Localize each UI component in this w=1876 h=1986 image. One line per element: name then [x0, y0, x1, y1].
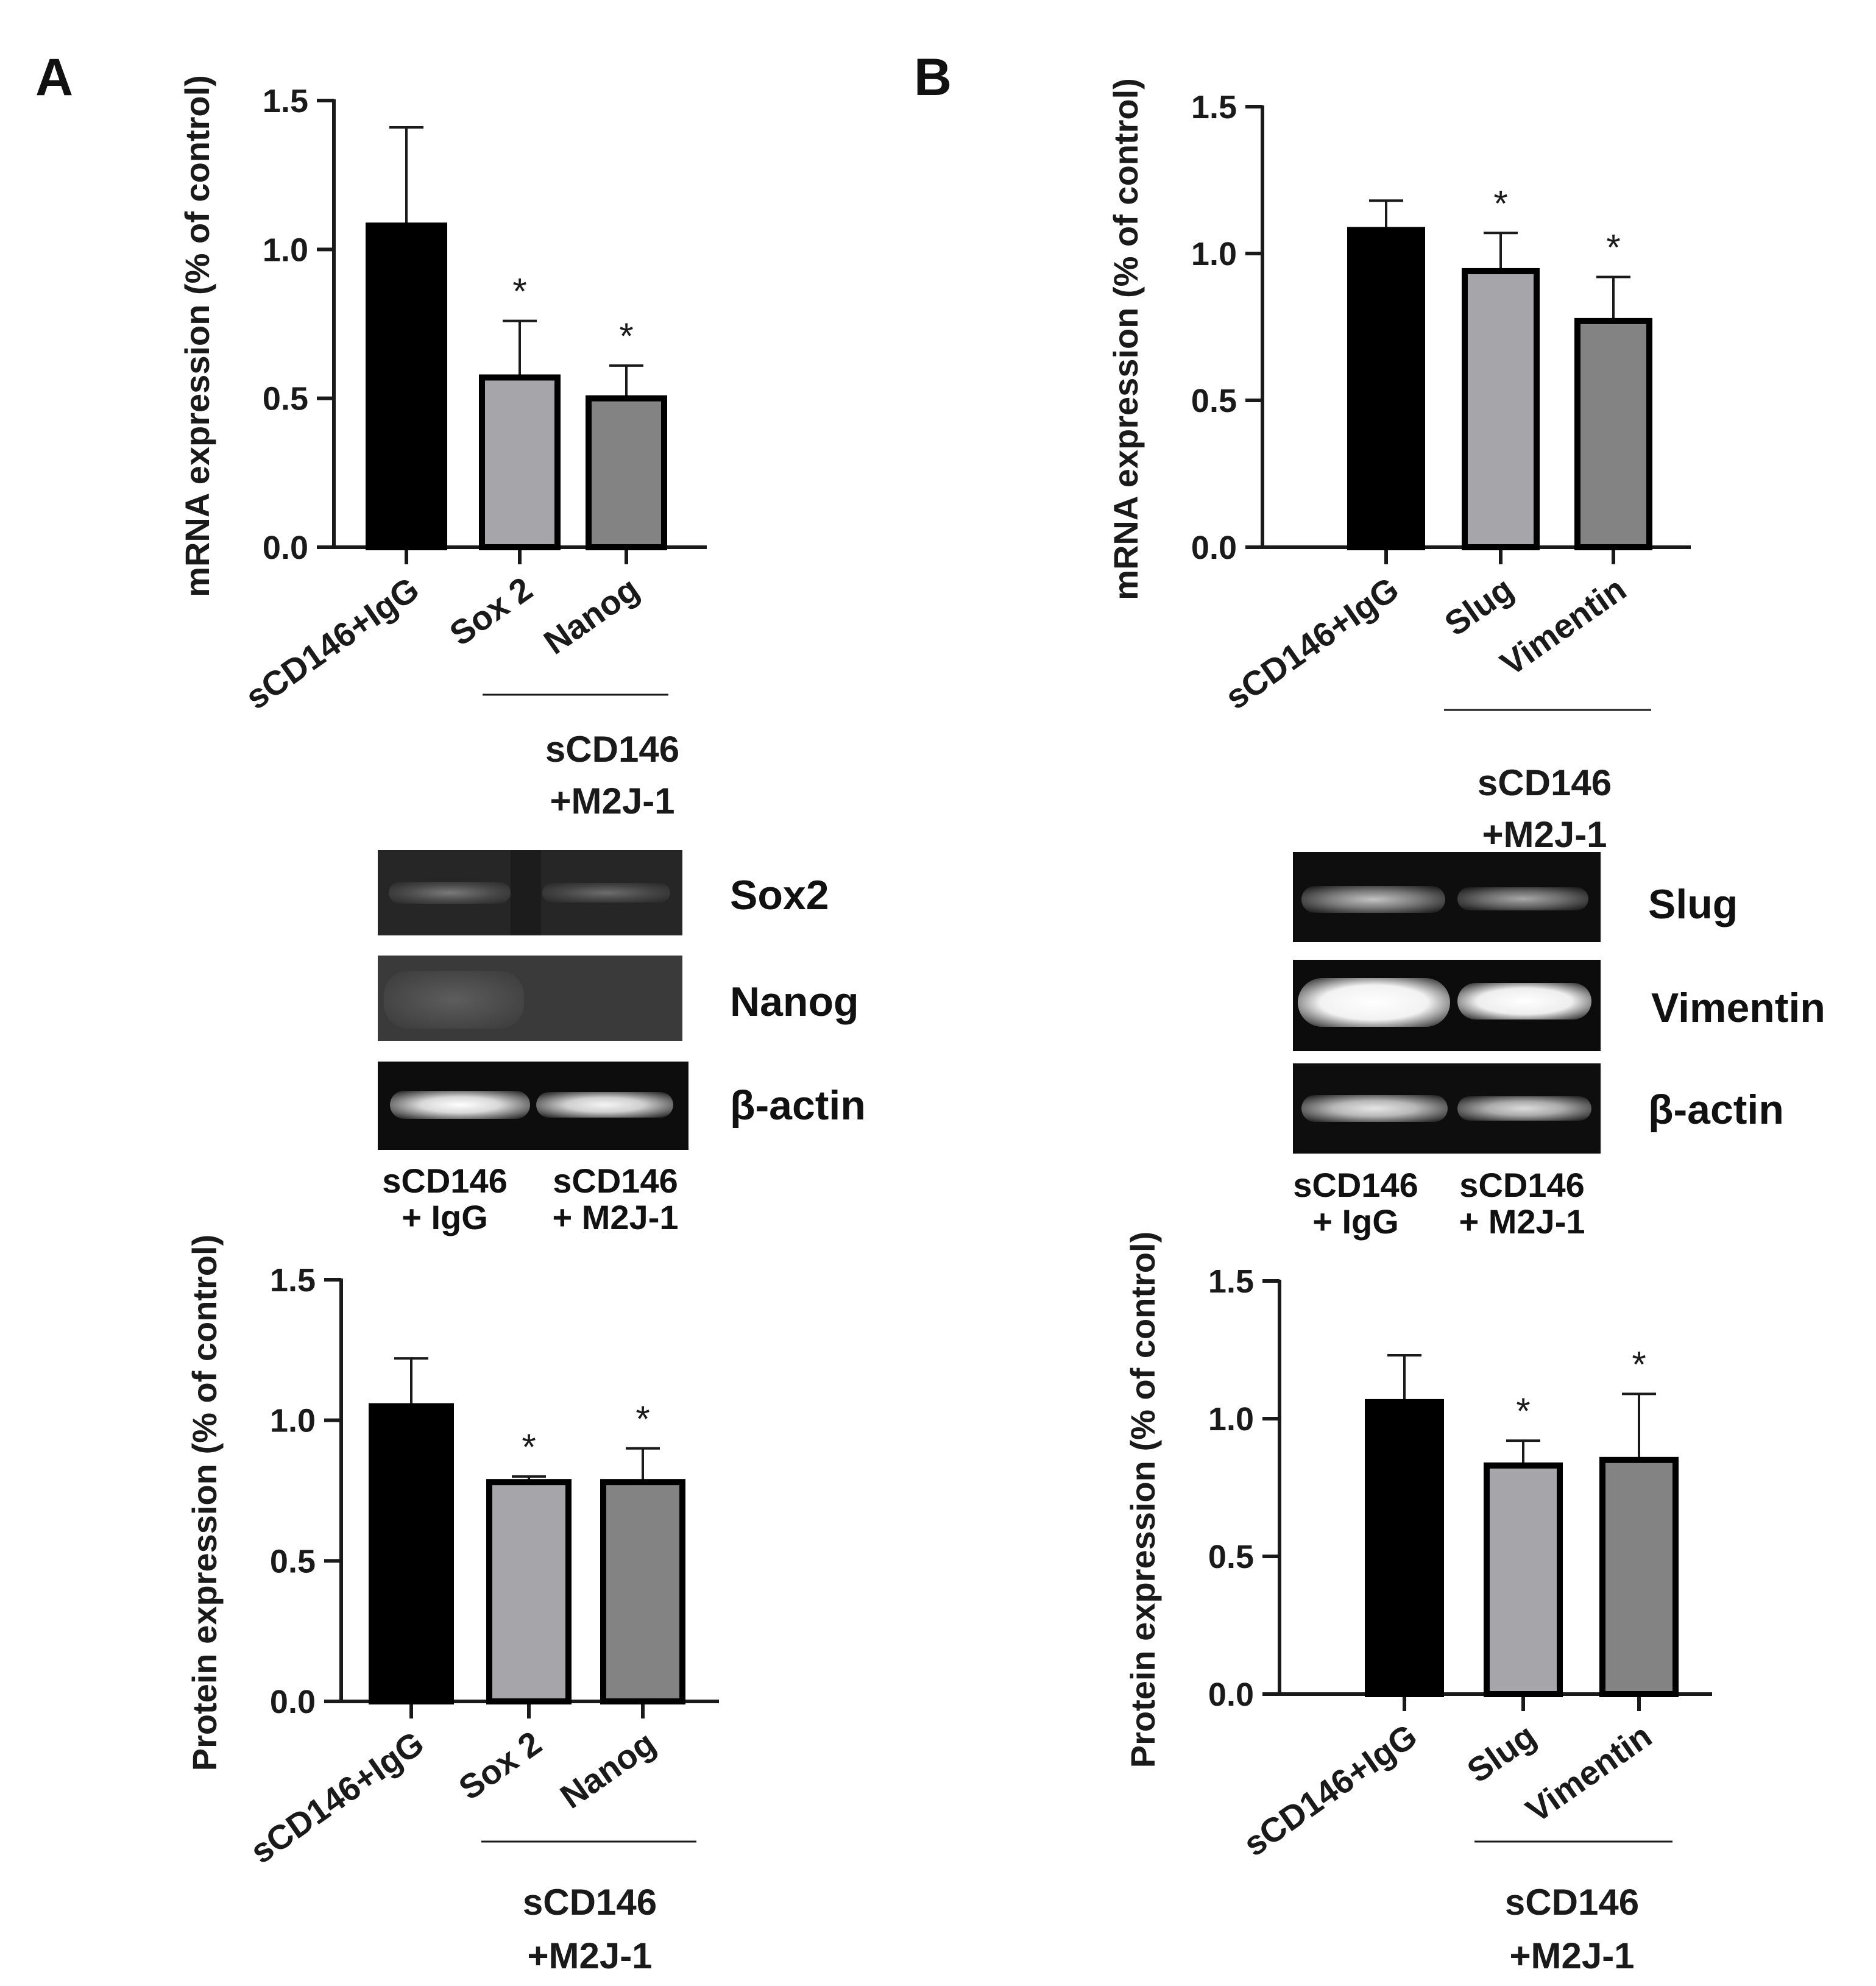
a-mrna-ytick-label: 0.5 [263, 381, 308, 417]
a-mrna-category-label: Sox 2 [442, 569, 539, 653]
b-mrna-group-label-line2: +M2J-1 [1482, 814, 1607, 855]
blot-label-sox2: Sox2 [730, 872, 829, 918]
b-protein-bar [1484, 1462, 1563, 1698]
b-mrna-ylabel: mRNA expression (% of control) [1106, 78, 1145, 600]
blot-label-slug: Slug [1648, 881, 1738, 927]
b-protein-category-label: sCD146+IgG [1236, 1716, 1424, 1864]
b-mrna-bar [1347, 227, 1425, 550]
b-mrna-significance-star: * [1493, 183, 1507, 224]
a-protein-bar [369, 1403, 454, 1705]
a-protein-ytick-label: 1.5 [270, 1262, 316, 1299]
a-protein-significance-star: * [635, 1399, 650, 1439]
b-protein-group-label-line2: +M2J-1 [1509, 1935, 1634, 1976]
b-mrna-ytick-label: 1.0 [1191, 236, 1237, 272]
b-protein-significance-star: * [1632, 1344, 1646, 1385]
a-protein-group-label-line1: sCD146 [523, 1882, 657, 1923]
a-mrna-ytick-label: 1.5 [263, 83, 308, 119]
a-protein-group-label-line2: +M2J-1 [527, 1935, 652, 1976]
b-protein-significance-star: * [1516, 1391, 1530, 1431]
b-mrna-category-label: Slug [1437, 569, 1520, 643]
b-protein-bar [1599, 1456, 1679, 1698]
b-protein-group-label-line1: sCD146 [1505, 1882, 1639, 1923]
blot-a-actin [378, 1062, 688, 1150]
a-mrna-ytick-label: 1.0 [263, 232, 308, 268]
panel-letter-a: A [35, 48, 74, 107]
lane-label-a-m2j1: sCD146 + M2J-1 [552, 1161, 679, 1236]
b-mrna-bar [1462, 268, 1540, 550]
a-protein-bar [600, 1479, 685, 1704]
a-protein-significance-star: * [522, 1427, 536, 1467]
blot-label-vimentin: Vimentin [1651, 985, 1825, 1031]
b-mrna-ytick-label: 0.5 [1191, 383, 1237, 419]
lane-label-a-igg: sCD146 + IgG [382, 1161, 508, 1236]
b-protein-category-label: Vimentin [1519, 1716, 1658, 1830]
a-mrna-ytick-label: 0.0 [263, 530, 308, 566]
b-mrna-category-label: Vimentin [1493, 569, 1633, 683]
b-protein-ytick-label: 0.0 [1208, 1676, 1254, 1713]
a-mrna-ylabel: mRNA expression (% of control) [178, 75, 216, 597]
blot-label-actin-a: β-actin [730, 1082, 866, 1129]
b-protein-ytick-label: 1.5 [1208, 1263, 1254, 1300]
a-protein-bar [486, 1479, 572, 1704]
b-mrna-group-label-line1: sCD146 [1478, 762, 1612, 803]
a-mrna-category-label: sCD146+IgG [238, 569, 426, 717]
a-mrna-significance-star: * [619, 316, 633, 356]
a-protein-ytick-label: 0.5 [270, 1543, 316, 1580]
lane-label-b-igg: sCD146 + IgG [1293, 1166, 1418, 1241]
b-protein-ytick-label: 0.5 [1208, 1539, 1254, 1575]
a-mrna-bar [586, 395, 667, 551]
a-protein-category-label: sCD146+IgG [243, 1723, 431, 1871]
blot-a-nanog [378, 956, 682, 1041]
b-protein-ylabel: Protein expression (% of control) [1124, 1232, 1162, 1768]
a-protein-category-label: Sox 2 [451, 1723, 548, 1807]
a-protein-category-label: Nanog [553, 1723, 662, 1816]
blot-b-slug [1293, 852, 1601, 942]
b-protein-bar [1365, 1399, 1444, 1697]
a-protein-ylabel: Protein expression (% of control) [185, 1235, 224, 1771]
b-protein-ytick-label: 1.0 [1208, 1401, 1254, 1438]
blot-label-actin-b: β-actin [1648, 1087, 1784, 1133]
a-mrna-category-label: Nanog [537, 569, 646, 662]
a-mrna-group-label-line1: sCD146 [545, 729, 679, 770]
b-mrna-significance-star: * [1606, 227, 1620, 268]
b-protein-category-label: Slug [1460, 1716, 1543, 1790]
blot-b-vimentin [1293, 960, 1601, 1051]
a-mrna-significance-star: * [512, 271, 526, 312]
blot-label-nanog: Nanog [730, 979, 859, 1025]
b-mrna-ytick-label: 1.5 [1191, 89, 1237, 126]
a-protein-ytick-label: 0.0 [270, 1684, 316, 1720]
blot-b-actin [1293, 1063, 1601, 1154]
a-mrna-bar [479, 374, 561, 551]
a-mrna-group-label-line2: +M2J-1 [550, 781, 674, 821]
blot-a-sox2 [378, 850, 682, 935]
lane-label-b-m2j1: sCD146 + M2J-1 [1459, 1166, 1585, 1241]
b-mrna-bar [1574, 317, 1652, 550]
b-mrna-category-label: sCD146+IgG [1218, 569, 1406, 717]
b-mrna-ytick-label: 0.0 [1191, 530, 1237, 566]
a-protein-ytick-label: 1.0 [270, 1403, 316, 1439]
a-mrna-bar [366, 222, 447, 550]
panel-letter-b: B [914, 48, 952, 107]
